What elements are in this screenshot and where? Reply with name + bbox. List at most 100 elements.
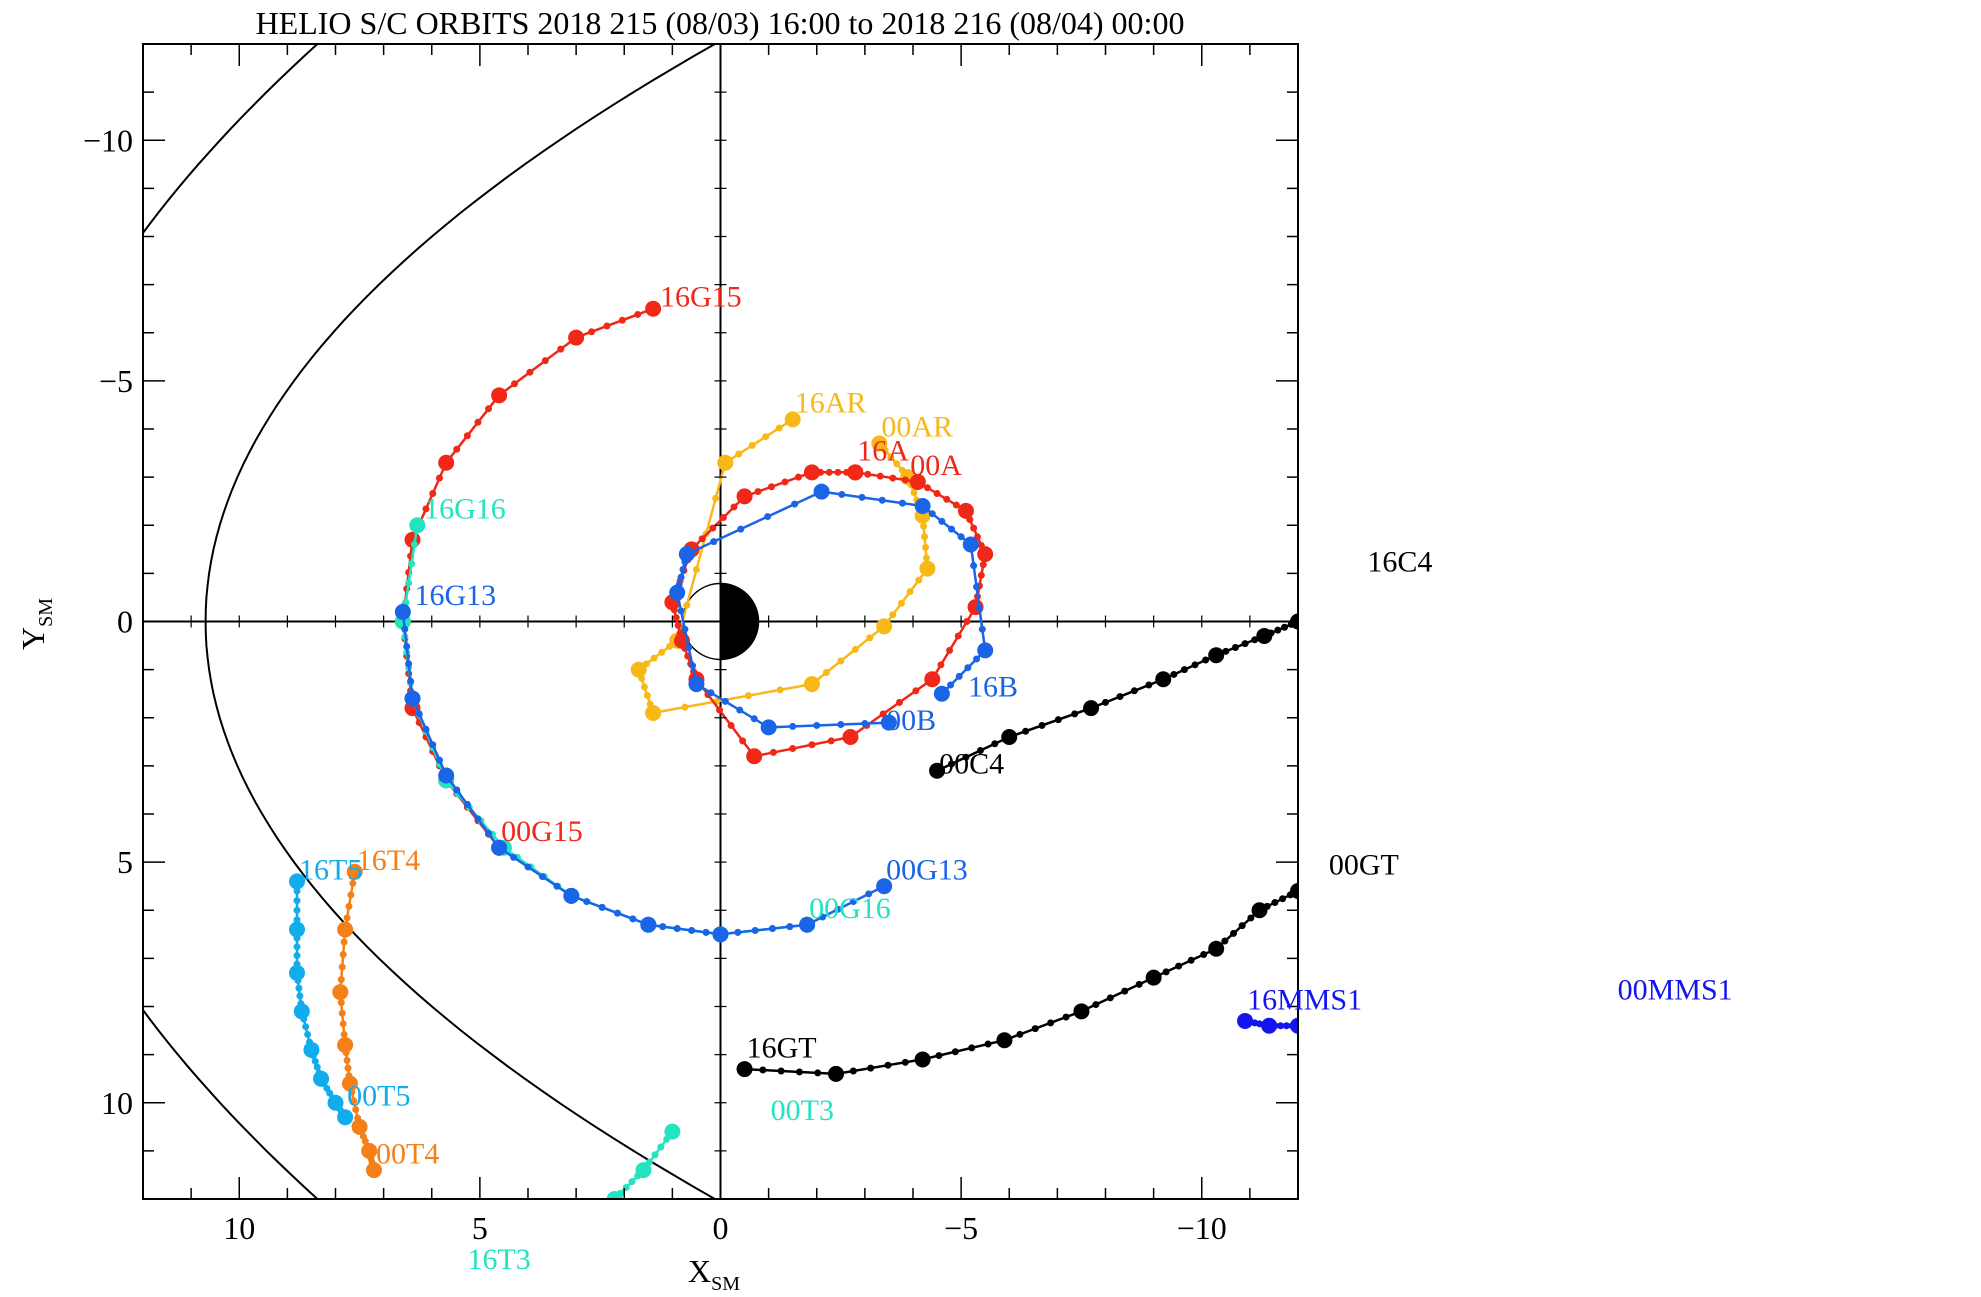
minor-marker — [819, 913, 827, 921]
minor-marker — [737, 525, 745, 533]
minor-marker — [748, 441, 756, 449]
minor-marker — [340, 1030, 348, 1038]
hour-marker — [337, 921, 354, 938]
bow-shock-curve — [143, 44, 319, 1199]
minor-marker — [935, 1052, 943, 1060]
minor-marker — [485, 829, 493, 837]
minor-marker — [734, 928, 742, 936]
minor-marker — [526, 368, 534, 376]
minor-marker — [915, 576, 923, 584]
minor-marker — [293, 943, 301, 951]
y-tick-label: −5 — [99, 363, 133, 399]
trace-label: 16T4 — [357, 844, 420, 877]
minor-marker — [943, 495, 951, 503]
minor-marker — [343, 1056, 351, 1064]
minor-marker — [692, 566, 700, 574]
minor-marker — [674, 621, 682, 629]
minor-marker — [834, 905, 842, 913]
minor-marker — [1071, 710, 1079, 718]
minor-marker — [962, 753, 970, 761]
minor-marker — [689, 662, 697, 670]
minor-marker — [1054, 716, 1062, 724]
trace-label: 16A — [857, 435, 909, 468]
hour-marker — [813, 483, 830, 500]
hour-marker — [1073, 1003, 1090, 1020]
trace-label: 00AR — [881, 411, 953, 444]
axis-ticks: 10 5 0 −5 −10 −10 −5 0 5 10 — [83, 43, 1299, 1246]
x-tick-label: 5 — [472, 1210, 488, 1246]
minor-marker — [838, 490, 846, 498]
minor-marker — [791, 500, 799, 508]
minor-marker — [948, 525, 955, 533]
minor-marker — [861, 720, 869, 728]
hour-marker — [327, 1094, 344, 1111]
trace-label: 00B — [886, 704, 936, 737]
minor-marker — [347, 891, 355, 899]
minor-marker — [906, 588, 914, 596]
minor-marker — [463, 432, 471, 440]
minor-marker — [1200, 951, 1208, 959]
minor-marker — [1130, 687, 1138, 695]
trace-label: 16B — [968, 671, 1018, 704]
trace-label: 16G16 — [424, 492, 506, 525]
minor-marker — [408, 560, 416, 568]
minor-marker — [827, 737, 835, 745]
minor-marker — [716, 706, 724, 714]
minor-marker — [1175, 962, 1183, 970]
hour-marker — [1083, 700, 1100, 717]
minor-marker — [825, 468, 833, 476]
minor-marker — [730, 503, 738, 511]
minor-marker — [553, 882, 561, 890]
minor-marker — [751, 926, 759, 934]
hour-marker — [341, 1075, 358, 1092]
minor-marker — [1031, 1025, 1039, 1033]
minor-marker — [968, 1044, 976, 1052]
minor-marker — [658, 648, 666, 656]
minor-marker — [955, 672, 963, 680]
trace-label: 00T3 — [771, 1094, 834, 1127]
hour-marker — [438, 767, 455, 784]
minor-marker — [973, 583, 981, 591]
minor-marker — [777, 1067, 785, 1075]
hour-marker — [929, 762, 946, 779]
hour-marker — [746, 748, 763, 765]
hour-marker — [919, 560, 936, 577]
minor-marker — [947, 681, 955, 689]
hour-marker — [914, 1051, 931, 1068]
minor-marker — [293, 906, 301, 914]
hour-marker — [914, 498, 931, 514]
hour-marker — [876, 878, 893, 895]
minor-marker — [957, 533, 965, 541]
hour-marker — [361, 1142, 378, 1159]
minor-marker — [702, 928, 710, 936]
trace-label: 00T4 — [376, 1137, 439, 1170]
minor-marker — [721, 697, 729, 705]
minor-marker — [710, 538, 718, 546]
minor-marker — [634, 310, 642, 318]
hour-marker — [924, 671, 941, 688]
minor-marker — [1016, 1030, 1024, 1038]
minor-marker — [922, 543, 930, 551]
minor-marker — [677, 573, 685, 581]
hour-marker — [346, 863, 363, 880]
minor-marker — [759, 1066, 767, 1074]
hour-marker — [957, 502, 974, 519]
minor-marker — [1202, 656, 1210, 664]
trace-label: 16T3 — [467, 1243, 530, 1276]
minor-marker — [928, 510, 936, 518]
hour-marker — [803, 676, 820, 693]
hour-marker — [645, 704, 662, 721]
minor-marker — [984, 1040, 992, 1048]
hour-marker — [799, 916, 816, 933]
trace-label: 00MMS1 — [1618, 974, 1733, 1007]
minor-marker — [1106, 994, 1114, 1002]
minor-marker — [887, 453, 895, 461]
minor-marker — [933, 489, 941, 497]
hour-marker — [645, 300, 662, 317]
hour-marker — [293, 1003, 310, 1020]
trace-label: 00T5 — [347, 1080, 410, 1113]
minor-marker — [1274, 626, 1282, 634]
hour-marker — [871, 435, 888, 452]
trace-label: 00C4 — [939, 748, 1004, 781]
